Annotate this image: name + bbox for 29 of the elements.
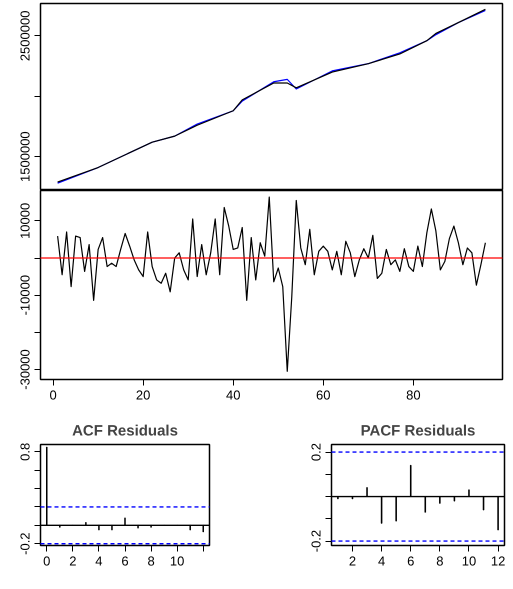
x-tick-label: 12	[490, 554, 506, 568]
x-tick-label: 2	[348, 554, 356, 568]
x-tick-label: 20	[136, 388, 150, 402]
x-tick-label: 6	[121, 554, 129, 568]
chart-title: ACF Residuals	[72, 422, 178, 440]
y-tick-label: 2500000	[18, 10, 32, 62]
x-tick-label: 40	[226, 388, 240, 402]
x-tick-label: 6	[407, 554, 414, 568]
line-series	[57, 196, 486, 372]
y-tick-label: -0.2	[308, 530, 324, 552]
x-tick-label: 8	[147, 554, 155, 568]
y-tick-label: -30000	[18, 349, 32, 390]
chart-title: PACF Residuals	[360, 422, 476, 440]
x-tick-label: 80	[406, 388, 421, 402]
x-tick-label: 0	[49, 388, 57, 402]
y-tick-label: -0.2	[18, 532, 32, 555]
x-tick-label: 2	[69, 554, 76, 568]
y-tick-label: 1500000	[18, 131, 32, 182]
x-tick-label: 0	[43, 554, 50, 568]
y-tick-label: -10000	[18, 274, 32, 316]
x-tick-label: 10	[170, 554, 184, 568]
x-tick-label: 4	[378, 554, 386, 568]
x-tick-label: 60	[316, 388, 331, 402]
y-tick-label: 10000	[18, 202, 32, 239]
y-tick-label: 0.8	[18, 442, 32, 461]
x-tick-label: 4	[95, 554, 103, 568]
x-tick-label: 10	[462, 554, 476, 568]
y-tick-label: 0.2	[308, 443, 324, 462]
x-tick-label: 8	[436, 554, 444, 568]
